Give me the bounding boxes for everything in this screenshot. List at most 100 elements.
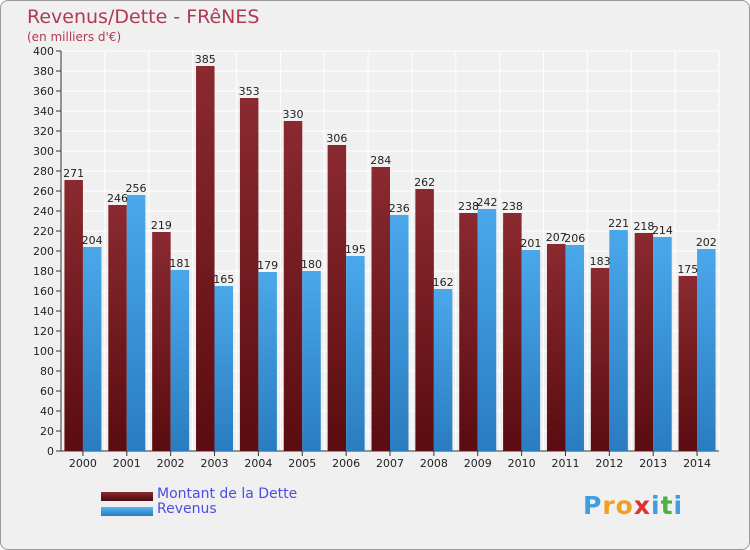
data-label-debt: 175: [677, 263, 698, 276]
bar-debt: [239, 98, 259, 451]
data-label-debt: 284: [370, 154, 391, 167]
data-label-debt: 246: [107, 192, 128, 205]
bar-debt: [283, 121, 303, 451]
data-label-revenus: 201: [520, 237, 541, 250]
y-tick-label: 80: [40, 365, 54, 378]
bar-revenus: [477, 209, 497, 451]
logo-letter: r: [602, 491, 616, 520]
bar-debt: [503, 213, 522, 451]
bar-revenus: [82, 247, 102, 451]
bar-revenus: [126, 195, 146, 451]
bar-debt: [546, 244, 566, 451]
data-label-revenus: 256: [126, 182, 147, 195]
data-label-revenus: 242: [476, 196, 497, 209]
bar-revenus: [433, 289, 453, 451]
y-tick-label: 20: [40, 425, 54, 438]
x-tick-label: 2007: [376, 457, 404, 470]
x-tick-label: 2008: [420, 457, 448, 470]
bar-debt: [590, 268, 610, 451]
data-label-revenus: 179: [257, 259, 278, 272]
bar-revenus: [521, 250, 541, 451]
bar-revenus: [170, 270, 190, 451]
x-tick-label: 2000: [69, 457, 97, 470]
y-tick-label: 200: [33, 245, 54, 258]
data-label-debt: 238: [502, 200, 523, 213]
data-label-revenus: 236: [389, 202, 410, 215]
legend-swatch-debt: [101, 492, 153, 501]
logo-letter: i: [651, 491, 661, 520]
x-tick-label: 2010: [508, 457, 536, 470]
bar-debt: [634, 233, 654, 451]
logo-letter: i: [673, 491, 684, 520]
proxiti-logo: Proxiti: [583, 491, 683, 520]
x-tick-label: 2005: [288, 457, 316, 470]
logo-letter: P: [583, 491, 603, 520]
y-tick-label: 260: [33, 185, 54, 198]
bar-revenus: [390, 215, 409, 451]
x-tick-label: 2009: [464, 457, 492, 470]
data-label-revenus: 206: [564, 232, 585, 245]
data-label-debt: 218: [633, 220, 654, 233]
bar-debt: [327, 145, 347, 451]
bar-revenus: [214, 286, 234, 451]
bars: [64, 66, 716, 451]
x-tick-label: 2004: [244, 457, 272, 470]
bar-debt: [64, 180, 83, 451]
data-label-debt: 219: [151, 219, 172, 232]
legend-swatch-revenus: [101, 507, 153, 516]
bar-debt: [459, 213, 478, 451]
chart-title: Revenus/Dette - FRêNES: [27, 6, 260, 28]
data-label-revenus: 202: [696, 236, 717, 249]
data-label-debt: 183: [590, 255, 611, 268]
data-label-revenus: 162: [433, 276, 454, 289]
data-label-revenus: 204: [82, 234, 103, 247]
y-tick-label: 400: [33, 45, 54, 58]
x-tick-label: 2012: [595, 457, 623, 470]
data-label-revenus: 165: [213, 273, 234, 286]
data-label-revenus: 195: [345, 243, 366, 256]
bar-debt: [196, 66, 215, 451]
y-tick-label: 160: [33, 285, 54, 298]
logo-letter: x: [633, 491, 651, 520]
data-label-debt: 330: [283, 108, 304, 121]
bar-debt: [152, 232, 171, 451]
chart-subtitle: (en milliers d'€): [27, 30, 122, 44]
x-tick-label: 2002: [157, 457, 185, 470]
axes: 0 20 40 60 80 100 120 140 160 180 200 220 240 260 280 3…: [33, 45, 719, 470]
bar-revenus: [697, 249, 716, 451]
bar-debt: [678, 276, 698, 451]
y-tick-label: 0: [47, 445, 54, 458]
bar-revenus: [609, 230, 628, 451]
y-tick-label: 180: [33, 265, 54, 278]
y-tick-label: 240: [33, 205, 54, 218]
bar-debt: [371, 167, 390, 451]
bar-revenus: [346, 256, 365, 451]
data-label-debt: 238: [458, 200, 479, 213]
x-tick-label: 2006: [332, 457, 360, 470]
data-label-debt: 385: [195, 53, 216, 66]
y-tick-label: 40: [40, 405, 54, 418]
data-label-revenus: 214: [652, 224, 673, 237]
logo-letter: t: [660, 491, 674, 520]
x-tick-label: 2013: [639, 457, 667, 470]
data-label-debt: 262: [414, 176, 435, 189]
bar-revenus: [565, 245, 584, 451]
y-tick-label: 360: [33, 85, 54, 98]
x-tick-label: 2011: [551, 457, 579, 470]
bar-debt: [415, 189, 434, 451]
y-tick-label: 120: [33, 325, 54, 338]
data-label-debt: 353: [239, 85, 260, 98]
bar-revenus: [258, 272, 277, 451]
data-label-debt: 207: [546, 231, 567, 244]
x-tick-label: 2001: [113, 457, 141, 470]
bar-revenus: [302, 271, 321, 451]
logo-letter: o: [615, 491, 634, 520]
data-label-debt: 306: [326, 132, 347, 145]
y-tick-label: 100: [33, 345, 54, 358]
y-tick-label: 320: [33, 125, 54, 138]
legend-label-debt: Montant de la Dette: [157, 486, 298, 502]
data-label-revenus: 181: [169, 257, 190, 270]
y-tick-label: 300: [33, 145, 54, 158]
